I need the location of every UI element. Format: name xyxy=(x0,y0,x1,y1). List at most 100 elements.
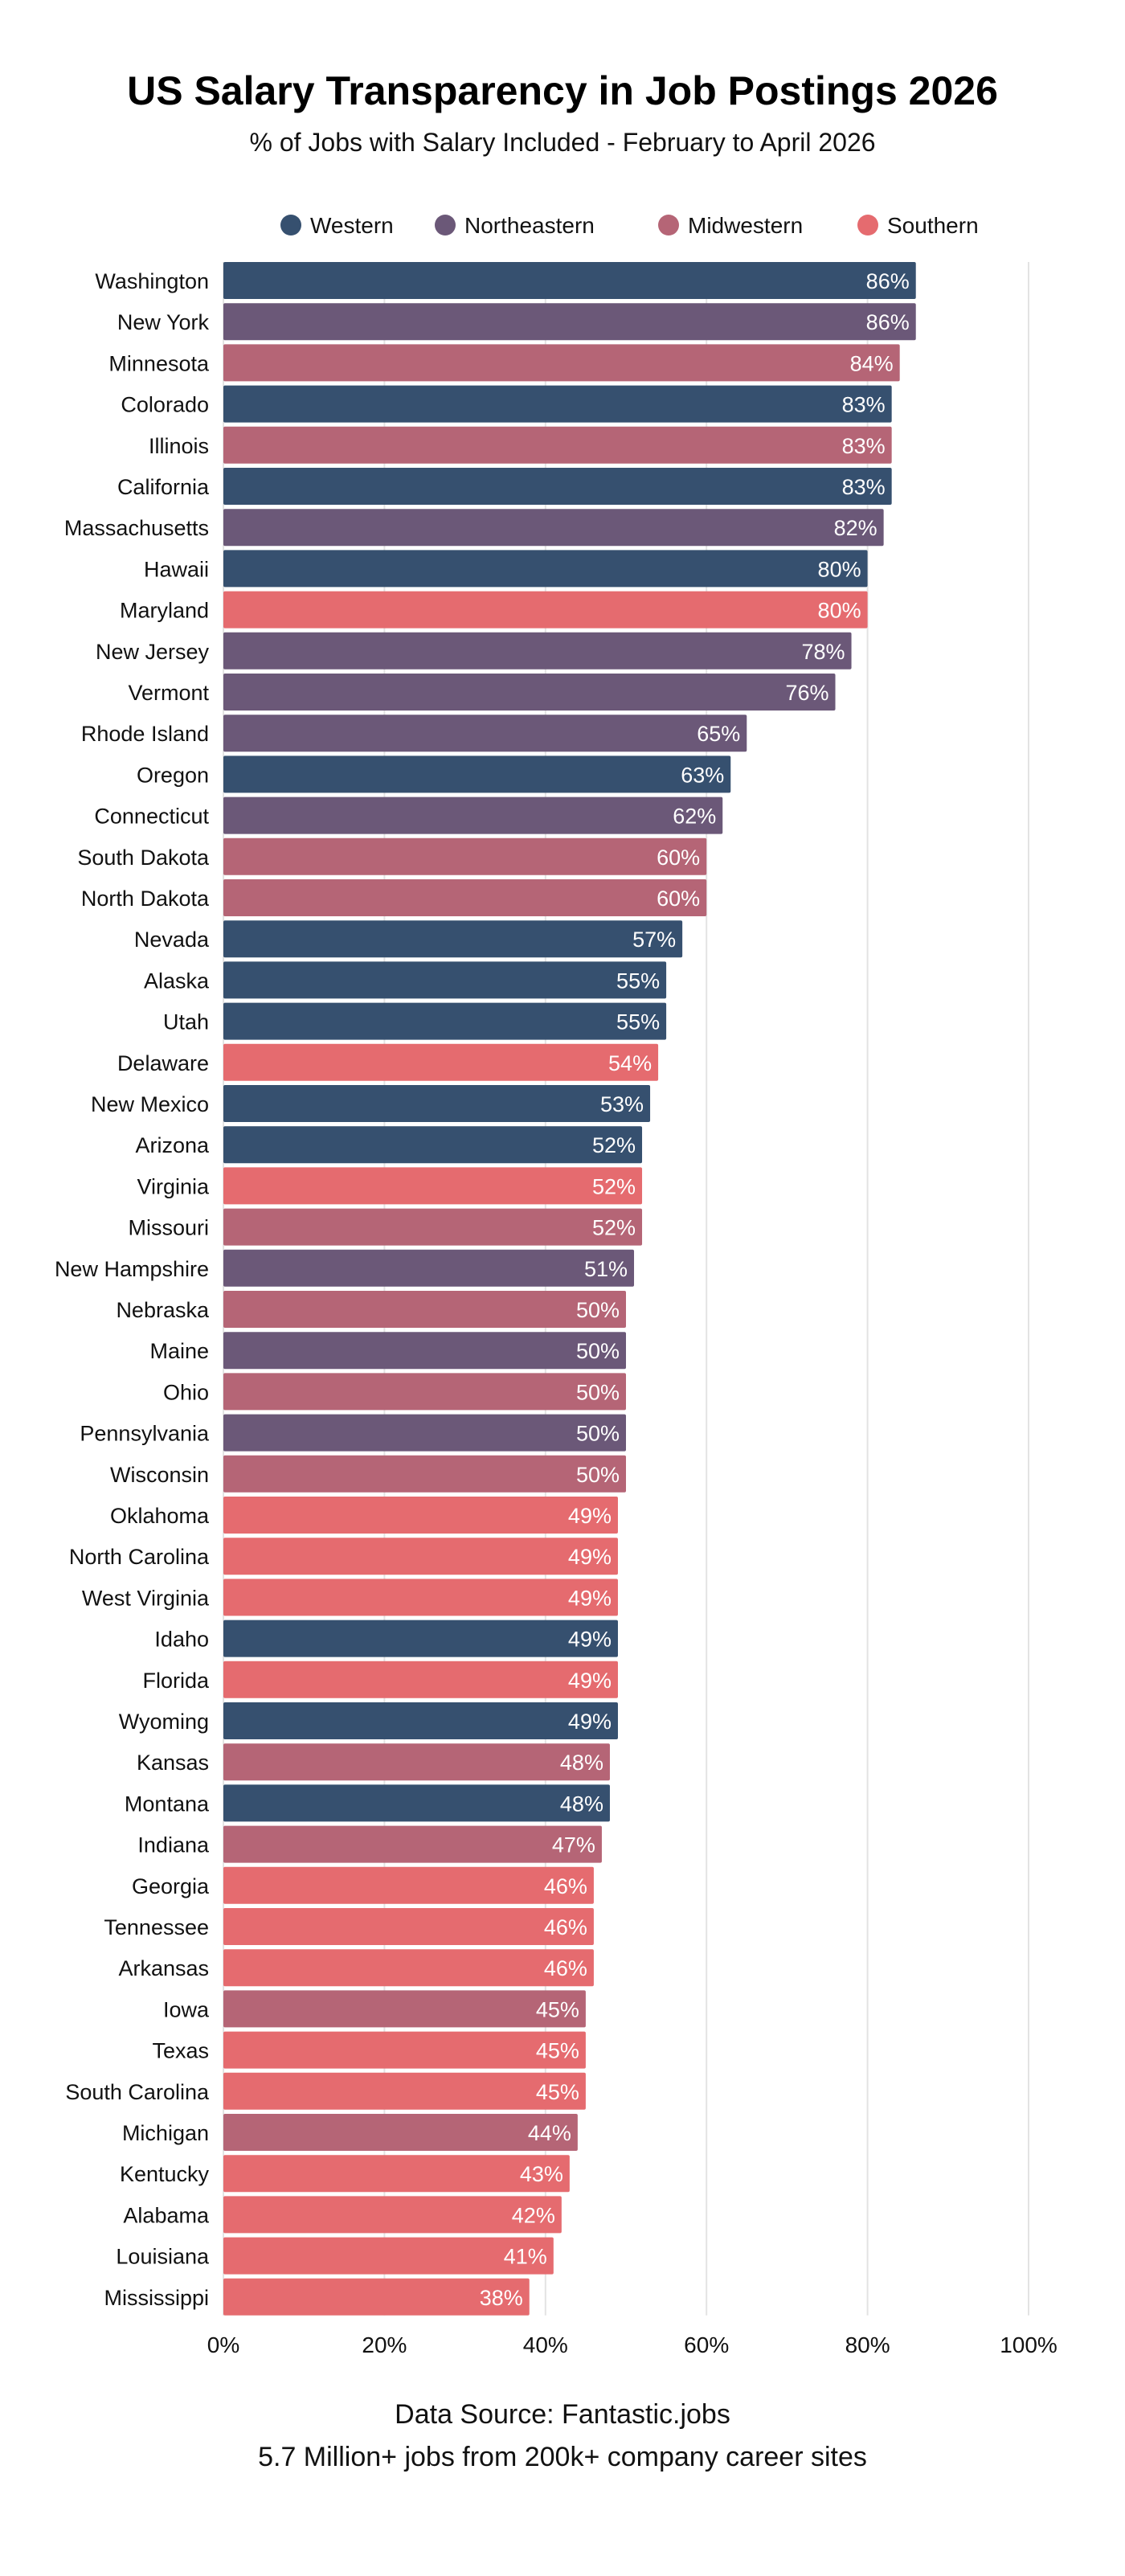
bar xyxy=(223,1291,626,1328)
bar xyxy=(223,1332,626,1370)
bar-value-label: 83% xyxy=(842,393,886,417)
bar-value-label: 78% xyxy=(802,640,845,664)
bar-category-label: Louisiana xyxy=(116,2245,210,2269)
bar-category-label: Oklahoma xyxy=(110,1504,210,1528)
bar-value-label: 80% xyxy=(818,557,861,581)
bar xyxy=(223,879,707,916)
bar xyxy=(223,1990,586,2028)
bar xyxy=(223,1455,626,1493)
x-tick-label: 60% xyxy=(684,2332,729,2357)
bar-value-label: 54% xyxy=(608,1051,652,1075)
legend-marker-midwestern xyxy=(658,215,679,235)
bar-category-label: Pennsylvania xyxy=(80,1422,210,1446)
bar-category-label: Delaware xyxy=(117,1051,209,1075)
bar-category-label: Nebraska xyxy=(116,1298,210,1322)
x-tick-label: 40% xyxy=(523,2332,568,2357)
bar-value-label: 55% xyxy=(616,1010,660,1034)
bar-value-label: 45% xyxy=(536,1997,579,2021)
bar-value-label: 62% xyxy=(673,805,716,829)
bar xyxy=(223,426,892,464)
bar-category-label: Michigan xyxy=(122,2121,209,2145)
footer-note: 5.7 Million+ jobs from 200k+ company car… xyxy=(258,2442,867,2472)
bar xyxy=(223,1661,618,1698)
bar-category-label: New York xyxy=(117,310,210,334)
bar-value-label: 50% xyxy=(576,1339,620,1363)
bar-category-label: Connecticut xyxy=(94,805,209,829)
bar-category-label: Colorado xyxy=(121,393,209,417)
bar xyxy=(223,509,884,547)
bar xyxy=(223,920,683,958)
bar-category-label: New Mexico xyxy=(91,1092,209,1116)
bar-category-label: Oregon xyxy=(137,763,209,787)
bar xyxy=(223,1620,618,1657)
x-axis: 0% 20% 40% 60% 80% 100% xyxy=(207,2332,1058,2357)
bar-category-label: Minnesota xyxy=(108,351,210,375)
bar-value-label: 49% xyxy=(568,1710,612,1734)
bar xyxy=(223,303,916,341)
bar-category-label: Illinois xyxy=(149,434,209,458)
bar-value-label: 60% xyxy=(657,887,700,911)
bar xyxy=(223,2237,554,2275)
bar xyxy=(223,385,892,423)
bar-category-label: Montana xyxy=(125,1792,210,1816)
bar-value-label: 60% xyxy=(657,846,700,870)
bar-category-label: Massachusetts xyxy=(64,516,209,540)
bar-category-label: Alaska xyxy=(144,969,210,993)
bar-value-label: 80% xyxy=(818,599,861,623)
bar-category-label: South Carolina xyxy=(65,2080,210,2104)
bar-value-label: 49% xyxy=(568,1669,612,1693)
bar-value-label: 44% xyxy=(528,2121,571,2145)
bar xyxy=(223,2114,578,2151)
bar-category-label: Vermont xyxy=(128,681,209,705)
bars: Washington 86% New York 86% Minnesota 84% Colo… xyxy=(55,262,916,2316)
bar xyxy=(223,1126,643,1164)
bar-value-label: 49% xyxy=(568,1586,612,1610)
bar xyxy=(223,1908,594,1945)
bar xyxy=(223,715,747,752)
bar-category-label: Alabama xyxy=(123,2203,210,2227)
x-tick-label: 0% xyxy=(207,2332,239,2357)
bar-value-label: 43% xyxy=(520,2162,563,2186)
bar xyxy=(223,1579,618,1616)
bar-category-label: Mississippi xyxy=(104,2286,209,2310)
bar xyxy=(223,1825,602,1863)
bar xyxy=(223,1414,626,1452)
bar xyxy=(223,1208,643,1246)
legend-label-midwestern: Midwestern xyxy=(688,213,803,238)
bar xyxy=(223,1538,618,1575)
bar-value-label: 49% xyxy=(568,1628,612,1652)
bar-category-label: Idaho xyxy=(154,1628,209,1652)
bar xyxy=(223,1043,659,1081)
bar-category-label: Kansas xyxy=(137,1751,209,1775)
bar-value-label: 47% xyxy=(552,1833,595,1857)
bar xyxy=(223,1249,635,1287)
bar-value-label: 49% xyxy=(568,1545,612,1569)
bar xyxy=(223,797,723,834)
bar-value-label: 83% xyxy=(842,434,886,458)
bar xyxy=(223,2031,586,2069)
bar xyxy=(223,1743,610,1781)
bar-value-label: 52% xyxy=(592,1133,636,1157)
bar xyxy=(223,344,900,382)
bar-value-label: 76% xyxy=(785,681,828,705)
bar-value-label: 50% xyxy=(576,1298,620,1322)
bar-value-label: 86% xyxy=(866,269,910,293)
bar-category-label: Tennessee xyxy=(104,1915,209,1939)
bar xyxy=(223,2278,530,2316)
bar-value-label: 52% xyxy=(592,1216,636,1240)
bar-category-label: New Hampshire xyxy=(55,1257,209,1281)
bar xyxy=(223,1702,618,1739)
bar-value-label: 48% xyxy=(560,1751,603,1775)
bar-value-label: 55% xyxy=(616,969,660,993)
bar-value-label: 63% xyxy=(681,763,724,787)
bar-value-label: 46% xyxy=(544,1956,587,1980)
bar xyxy=(223,1085,651,1122)
chart-subtitle: % of Jobs with Salary Included - Februar… xyxy=(249,128,875,157)
bar-value-label: 45% xyxy=(536,2039,579,2063)
bar xyxy=(223,262,916,299)
bar-value-label: 83% xyxy=(842,475,886,499)
legend-marker-western xyxy=(280,215,301,235)
bar xyxy=(223,961,667,999)
bar-value-label: 57% xyxy=(632,928,676,952)
